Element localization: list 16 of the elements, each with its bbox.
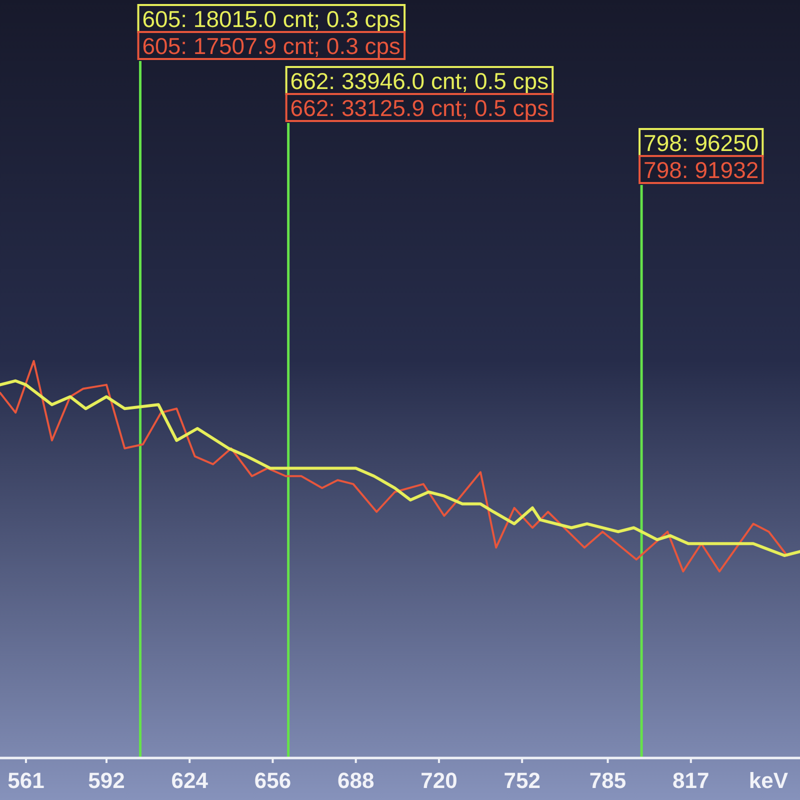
text: 798: 91932: [644, 157, 759, 183]
x-tick-label: 785: [589, 768, 626, 793]
ref-line-label: 662: 33946.0 cnt; 0.5 cps: [290, 68, 549, 94]
x-tick-label: 624: [171, 768, 209, 793]
x-tick-label: 561: [8, 768, 44, 793]
text: 662: 33125.9 cnt; 0.5 cps: [290, 95, 549, 121]
x-tick-label: 817: [672, 768, 710, 793]
ref-line-label: 798: 96250: [644, 130, 759, 156]
x-tick-label: 688: [337, 768, 374, 793]
x-axis-title: keV: [748, 768, 788, 793]
x-tick-label: 720: [420, 768, 458, 793]
text: 605: 17507.9 cnt; 0.3 cps: [142, 33, 401, 59]
x-tick-label: 752: [504, 768, 540, 793]
x-tick-label: 592: [88, 768, 125, 793]
ref-line-label: 605: 18015.0 cnt; 0.3 cps: [142, 6, 401, 32]
x-tick-label: 656: [254, 768, 292, 793]
